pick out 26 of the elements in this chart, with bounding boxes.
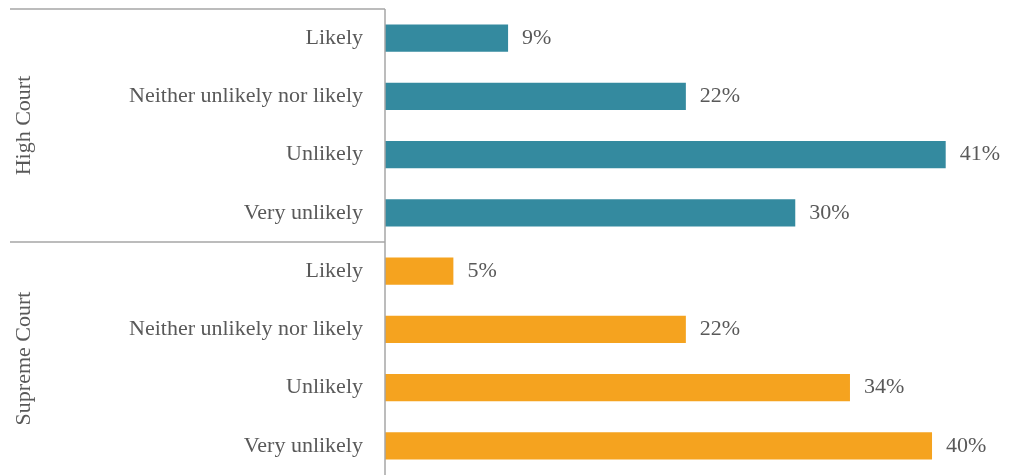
data-label: 40%: [946, 431, 987, 457]
bar: [385, 82, 686, 111]
y-tick-label: Neither unlikely nor likely: [129, 82, 363, 108]
y-tick-label: Neither unlikely nor likely: [129, 315, 363, 341]
bar: [385, 140, 946, 169]
y-tick-label: Very unlikely: [243, 198, 363, 224]
bar: [385, 315, 686, 344]
data-label: 30%: [809, 198, 850, 224]
y-tick-label: Likely: [305, 256, 363, 282]
text: High Court: [9, 75, 35, 176]
data-label: 41%: [959, 140, 1001, 166]
bar: [385, 24, 509, 52]
y-tick-label: Unlikely: [286, 373, 363, 399]
data-label: 9%: [522, 23, 552, 49]
bar: [385, 199, 796, 227]
y-tick-label: Likely: [305, 23, 363, 49]
data-label: 34%: [863, 373, 905, 399]
data-label: 5%: [467, 256, 497, 282]
text: Supreme Court: [9, 291, 35, 426]
bar: [385, 373, 850, 402]
data-label: 22%: [699, 82, 741, 108]
y-tick-label: Unlikely: [286, 140, 363, 166]
y-tick-label: Very unlikely: [243, 431, 363, 457]
bar: [385, 432, 933, 460]
data-label: 22%: [699, 315, 741, 341]
bar: [385, 257, 454, 285]
